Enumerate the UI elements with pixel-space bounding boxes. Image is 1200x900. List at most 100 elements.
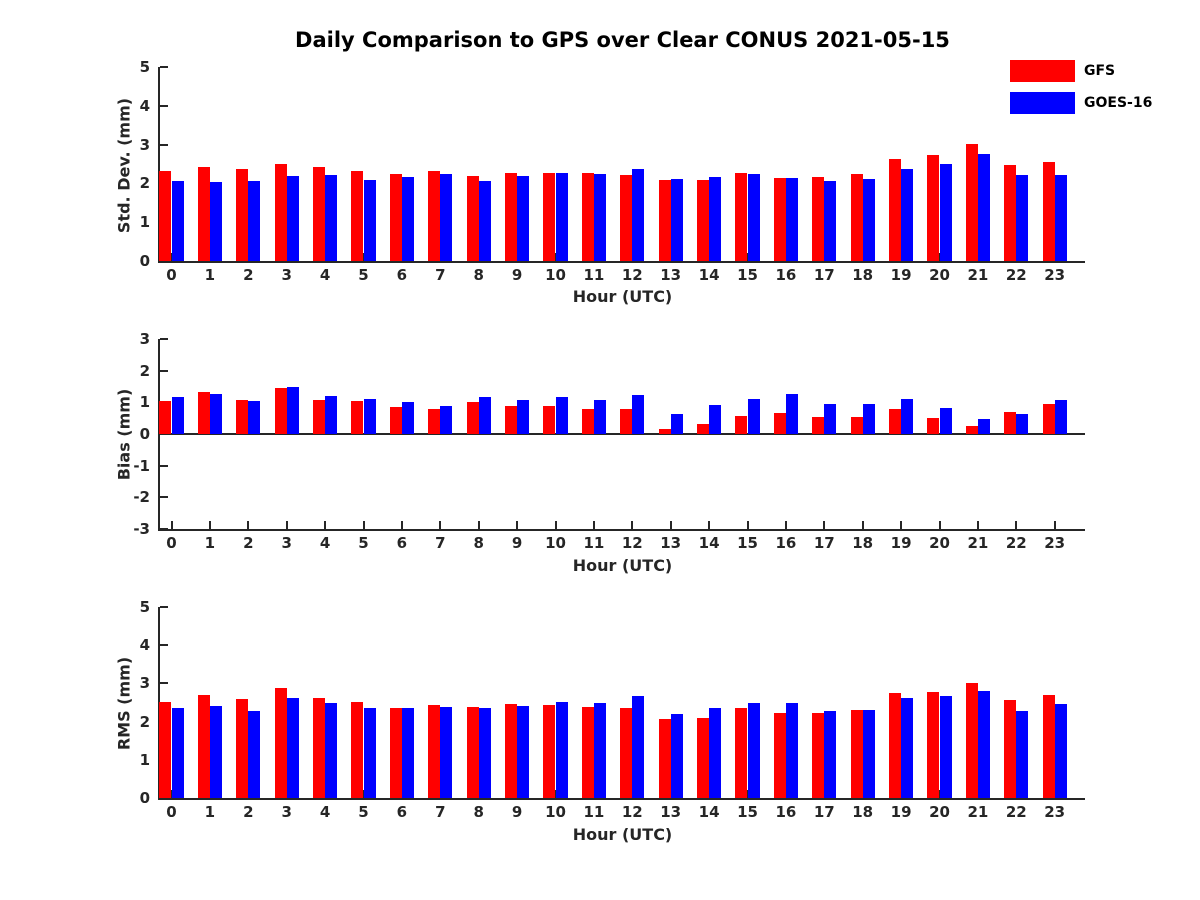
bar-gfs-hour-15 [735, 416, 748, 434]
y-tick [160, 104, 168, 107]
x-axis-title-stddev: Hour (UTC) [572, 287, 673, 306]
x-tick-label: 21 [967, 534, 989, 552]
y-tick [160, 66, 168, 68]
y-tick-label: 2 [139, 712, 150, 731]
bar-goes-16-hour-21 [977, 690, 991, 798]
bar-goes-16-hour-21 [977, 153, 991, 261]
bar-gfs-hour-11 [581, 409, 594, 434]
bar-goes-16-hour-15 [747, 173, 760, 261]
x-tick [938, 521, 941, 529]
bar-goes-16-hour-18 [862, 179, 875, 261]
bar-goes-16-hour-6 [401, 401, 415, 434]
bar-gfs-hour-14 [696, 423, 710, 434]
x-tick-label: 12 [621, 803, 643, 821]
bar-goes-16-hour-4 [325, 174, 338, 261]
x-tick-label: 16 [775, 534, 797, 552]
x-tick-label: 11 [583, 534, 605, 552]
bar-goes-16-hour-12 [632, 168, 645, 261]
bar-goes-16-hour-22 [1016, 710, 1029, 798]
bar-gfs-hour-21 [965, 143, 978, 261]
bar-goes-16-hour-12 [632, 395, 645, 434]
legend: GFS GOES-16 [1010, 60, 1152, 124]
x-tick-label: 10 [545, 266, 566, 284]
bar-goes-16-hour-10 [555, 702, 568, 798]
x-tick [708, 521, 711, 529]
x-tick-label: 23 [1044, 266, 1066, 284]
bar-gfs-hour-19 [888, 693, 902, 798]
y-axis-line [158, 339, 160, 531]
bar-gfs-hour-2 [236, 168, 249, 261]
x-tick-label: 2 [243, 534, 254, 552]
bar-gfs-hour-16 [773, 177, 786, 261]
bar-gfs-hour-10 [543, 705, 556, 798]
y-tick [160, 496, 168, 499]
bar-gfs-hour-2 [236, 699, 249, 798]
bar-goes-16-hour-9 [517, 705, 530, 798]
bar-gfs-hour-8 [466, 706, 479, 798]
x-tick [746, 521, 749, 529]
bar-gfs-hour-1 [197, 167, 210, 261]
bar-gfs-hour-7 [428, 171, 441, 261]
x-tick-label: 3 [281, 266, 292, 284]
x-axis-line [158, 798, 1085, 800]
bar-gfs-hour-11 [581, 172, 594, 261]
bar-goes-16-hour-9 [517, 176, 530, 261]
x-axis-title-rms: Hour (UTC) [572, 825, 673, 844]
bar-gfs-hour-20 [927, 417, 940, 434]
bar-goes-16-hour-4 [325, 702, 338, 798]
x-tick-label: 9 [511, 534, 523, 552]
x-tick [439, 521, 442, 529]
x-axis-title-bias: Hour (UTC) [572, 556, 673, 575]
bar-goes-16-hour-9 [517, 399, 530, 434]
bar-gfs-hour-21 [965, 426, 978, 434]
bar-gfs-hour-15 [735, 707, 748, 798]
bar-gfs-hour-6 [389, 707, 402, 798]
x-tick-label: 18 [852, 534, 874, 552]
bar-gfs-hour-16 [773, 412, 786, 434]
x-tick-label: 12 [621, 266, 643, 284]
x-tick [362, 521, 365, 529]
y-axis-line [158, 607, 160, 800]
bar-gfs-hour-4 [312, 400, 326, 434]
x-tick [554, 521, 557, 529]
bar-goes-16-hour-11 [593, 173, 607, 261]
x-tick-label: 19 [890, 803, 912, 821]
bar-gfs-hour-23 [1042, 162, 1055, 261]
bar-gfs-hour-20 [927, 155, 940, 261]
x-tick-label: 5 [358, 266, 369, 284]
bar-gfs-hour-5 [351, 702, 364, 798]
legend-label-gfs: GFS [1084, 63, 1116, 79]
y-tick-label: 1 [139, 393, 150, 412]
y-tick [160, 464, 168, 467]
x-tick-label: 7 [435, 266, 446, 284]
y-tick-label: 4 [139, 96, 150, 115]
bar-goes-16-hour-11 [593, 400, 607, 434]
bar-gfs-hour-12 [620, 174, 633, 261]
bar-gfs-hour-14 [696, 718, 710, 798]
bar-gfs-hour-7 [428, 409, 441, 434]
bar-gfs-hour-22 [1004, 164, 1017, 261]
y-tick [160, 797, 168, 799]
y-tick-label: 0 [139, 425, 150, 443]
bar-goes-16-hour-23 [1054, 174, 1067, 261]
x-tick-label: 17 [813, 266, 835, 284]
bar-goes-16-hour-23 [1054, 703, 1067, 798]
x-tick-label: 2 [243, 803, 254, 821]
bar-goes-16-hour-8 [478, 708, 491, 798]
bar-goes-16-hour-0 [171, 181, 184, 261]
bar-goes-16-hour-22 [1016, 413, 1029, 434]
bar-gfs-hour-13 [658, 179, 671, 261]
bar-goes-16-hour-2 [248, 710, 261, 798]
x-tick [324, 521, 327, 529]
bar-gfs-hour-23 [1042, 694, 1055, 798]
bar-goes-16-hour-10 [555, 396, 568, 434]
bar-gfs-hour-20 [927, 692, 940, 798]
x-tick-label: 20 [929, 266, 950, 284]
x-tick [400, 521, 403, 529]
x-tick-label: 10 [545, 534, 566, 552]
bar-goes-16-hour-7 [440, 405, 453, 434]
bar-goes-16-hour-1 [209, 394, 223, 434]
x-tick [861, 521, 864, 529]
x-tick-label: 18 [852, 266, 874, 284]
y-tick-label: 4 [139, 636, 150, 655]
